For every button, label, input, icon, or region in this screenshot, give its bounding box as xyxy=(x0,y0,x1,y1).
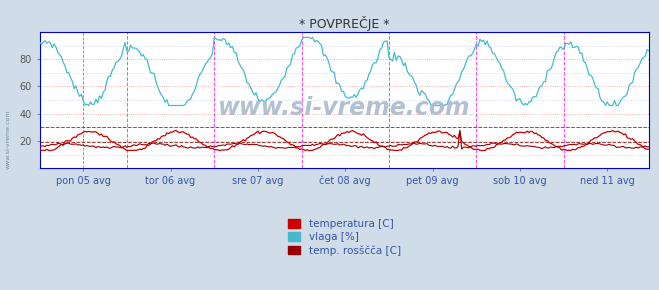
Title: * POVPREČJE *: * POVPREČJE * xyxy=(299,16,389,31)
Text: www.si-vreme.com: www.si-vreme.com xyxy=(218,96,471,120)
Text: www.si-vreme.com: www.si-vreme.com xyxy=(6,109,11,169)
Legend: temperatura [C], vlaga [%], temp. rosščča [C]: temperatura [C], vlaga [%], temp. rosščč… xyxy=(288,219,401,256)
